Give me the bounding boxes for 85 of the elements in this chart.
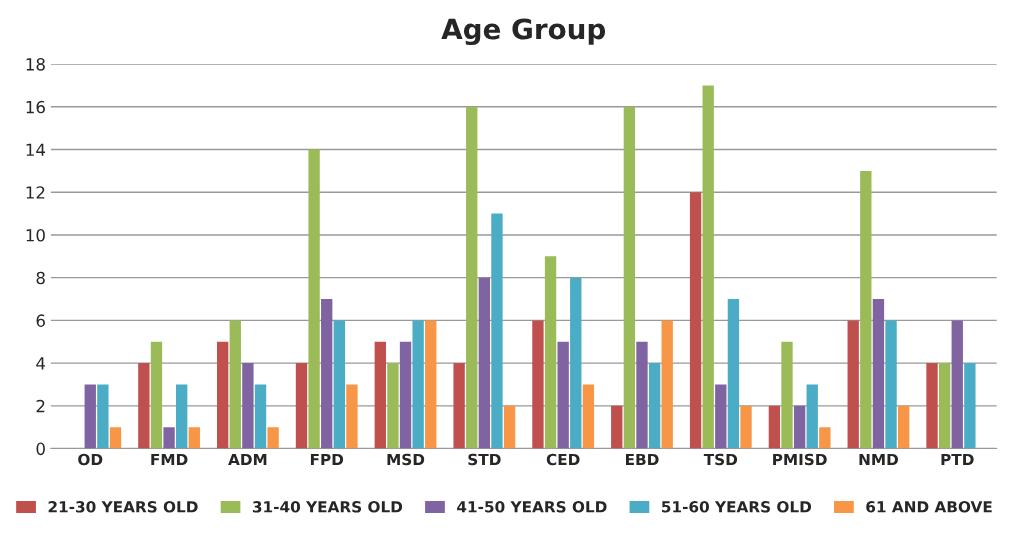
bar	[267, 427, 279, 449]
bar	[648, 363, 661, 449]
x-tick-label: FPD	[310, 453, 344, 466]
bar	[715, 384, 727, 449]
bar	[740, 405, 752, 449]
x-tick-label: PMISD	[773, 453, 827, 466]
legend-label: 61 AND ABOVE	[866, 501, 992, 513]
chart-title: Age Group	[441, 18, 606, 46]
y-tick-label: 8	[36, 271, 45, 285]
bar	[557, 341, 569, 449]
bar	[333, 320, 345, 449]
bar	[938, 363, 951, 449]
legend-label: 51-60 YEARS OLD	[662, 501, 812, 513]
x-tick-label: PTD	[941, 453, 974, 466]
bar	[623, 106, 636, 449]
bar	[544, 256, 557, 449]
y-tick-label: 0	[36, 442, 45, 456]
bar	[636, 341, 648, 449]
y-tick-label: 18	[26, 58, 45, 71]
bar	[138, 363, 150, 449]
y-tick-label: 16	[26, 100, 45, 114]
bar	[847, 320, 859, 449]
bar	[453, 363, 465, 449]
bar	[399, 341, 412, 449]
bar	[768, 405, 781, 449]
bar	[295, 363, 308, 449]
bar	[308, 149, 320, 449]
bar	[321, 299, 333, 449]
legend-label: 21-30 YEARS OLD	[48, 501, 198, 513]
bar	[689, 192, 702, 449]
bar	[466, 106, 478, 449]
bar	[806, 384, 818, 449]
bar	[532, 320, 544, 449]
y-tick-label: 4	[36, 357, 46, 370]
y-tick-label: 14	[26, 143, 46, 156]
bar	[702, 85, 714, 449]
bar	[926, 363, 938, 449]
x-tick-label: EBD	[626, 453, 659, 466]
bar	[819, 427, 831, 449]
bar	[109, 427, 122, 449]
bar	[570, 277, 582, 449]
x-tick-label: OD	[78, 453, 103, 466]
legend-label: 41-50 YEARS OLD	[457, 501, 607, 513]
x-tick-label: NMD	[859, 453, 898, 466]
y-tick-label: 10	[26, 228, 45, 242]
bar	[346, 384, 358, 449]
bar	[242, 363, 254, 449]
bar	[163, 427, 175, 449]
x-tick-label: STD	[468, 453, 501, 466]
x-tick-label: TSD	[703, 453, 738, 466]
bar	[150, 341, 163, 449]
bar	[387, 363, 399, 449]
bar	[188, 427, 200, 449]
bar	[229, 320, 241, 449]
bar	[412, 320, 424, 449]
bar	[793, 405, 806, 449]
bar	[781, 341, 793, 449]
bar	[582, 384, 595, 449]
bar	[860, 170, 872, 449]
bar	[176, 384, 188, 449]
bar	[478, 277, 491, 449]
legend-label: 31-40 YEARS OLD	[252, 501, 403, 513]
bar	[964, 363, 976, 449]
bar	[374, 341, 386, 449]
bar	[425, 320, 437, 449]
y-tick-label: 12	[26, 186, 45, 199]
bar	[661, 320, 673, 449]
y-tick-label: 6	[36, 314, 45, 327]
y-tick-label: 2	[36, 399, 45, 413]
bar	[897, 405, 910, 449]
bar	[217, 341, 229, 449]
bar	[503, 405, 516, 449]
bar	[611, 405, 623, 449]
bar	[254, 384, 267, 449]
x-tick-label: ADM	[228, 453, 267, 466]
bar	[885, 320, 897, 449]
x-tick-label: MSD	[387, 453, 425, 466]
bar	[727, 299, 740, 449]
bar	[97, 384, 109, 449]
bar	[951, 320, 963, 449]
bar	[491, 213, 503, 449]
bar	[872, 299, 885, 449]
x-tick-label: FMD	[151, 453, 188, 466]
x-tick-label: CED	[546, 453, 580, 466]
bar	[84, 384, 96, 449]
